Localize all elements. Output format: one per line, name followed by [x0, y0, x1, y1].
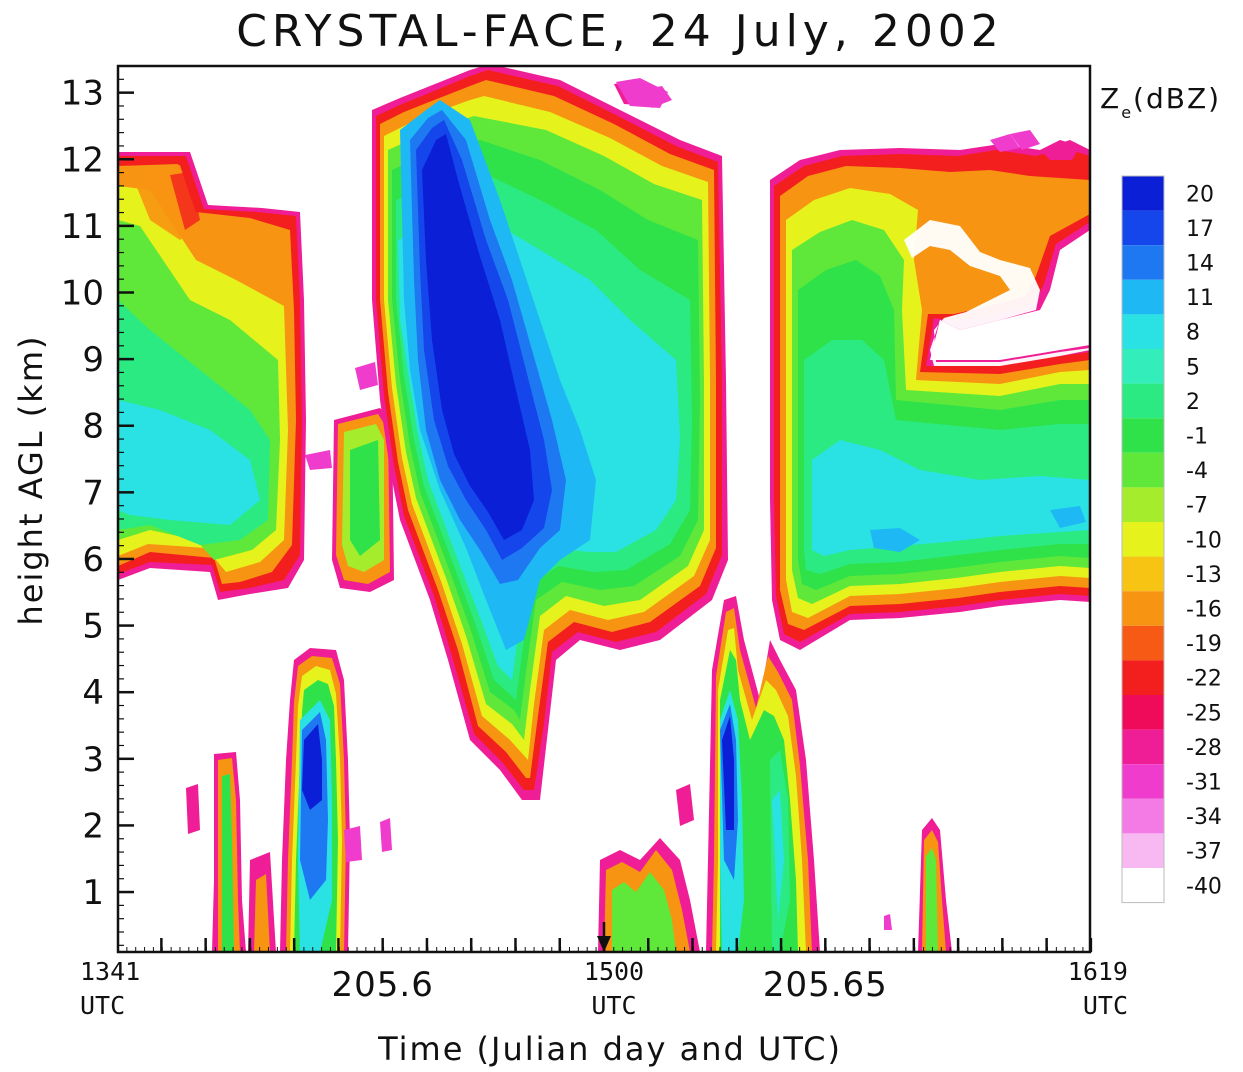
colorbar-level-label: -19: [1186, 632, 1222, 657]
y-tick-label: 12: [61, 140, 104, 180]
x-tick-label-utc: UTC: [80, 991, 125, 1020]
colorbar: Ze(dBZ) 20 17 14 11 8 5 2 -1 -4 -7 -10 -13 -16 -19 -22…: [1100, 82, 1222, 903]
colorbar-swatch: [1122, 176, 1164, 211]
colorbar-level-label: -31: [1186, 771, 1222, 796]
y-tick-label: 7: [82, 473, 104, 513]
chart-title: CRYSTAL-FACE, 24 July, 2002: [236, 6, 1004, 57]
echo-cell-left-anvil: [118, 152, 306, 600]
x-tick-label: 205.65: [763, 965, 888, 1005]
colorbar-swatch: [1122, 799, 1164, 834]
colorbar-title-main: Z: [1100, 82, 1121, 115]
colorbar-level-label: 8: [1186, 321, 1200, 346]
y-tick-label: 11: [61, 207, 104, 247]
y-tick-label: 8: [82, 407, 104, 447]
colorbar-level-label: 20: [1186, 182, 1214, 207]
y-tick-label: 4: [82, 673, 104, 713]
y-tick-label: 3: [82, 740, 104, 780]
y-tick-label: 13: [61, 74, 104, 114]
colorbar-level-label: -4: [1186, 459, 1208, 484]
colorbar-swatch: [1122, 245, 1164, 280]
colorbar-level-label: 14: [1186, 252, 1214, 277]
colorbar-level-label: -37: [1186, 840, 1222, 865]
x-tick-label: 1619: [1068, 957, 1128, 986]
colorbar-title-sub: e: [1121, 103, 1133, 122]
colorbar-swatch: [1122, 695, 1164, 730]
y-tick-label: 1: [82, 873, 104, 913]
x-tick-label: 1500: [584, 957, 644, 986]
colorbar-swatch: [1122, 314, 1164, 349]
colorbar-swatch: [1122, 280, 1164, 315]
echo-cell-right-anvil: [770, 134, 1090, 650]
y-tick-label: 9: [82, 340, 104, 380]
colorbar-level-label: -34: [1186, 805, 1222, 830]
colorbar-swatch: [1122, 868, 1164, 903]
colorbar-swatch: [1122, 384, 1164, 419]
colorbar-swatch: [1122, 349, 1164, 384]
x-tick-label-utc: UTC: [1083, 991, 1128, 1020]
colorbar-swatch: [1122, 487, 1164, 522]
colorbar-level-label: -22: [1186, 667, 1222, 692]
colorbar-level-label: -16: [1186, 598, 1222, 623]
y-tick-label: 5: [82, 607, 104, 647]
colorbar-level-label: 17: [1186, 217, 1214, 242]
colorbar-level-label: -1: [1186, 425, 1208, 450]
y-tick-label: 10: [61, 273, 104, 313]
colorbar-swatch: [1122, 453, 1164, 488]
colorbar-title-unit: (dBZ): [1133, 82, 1221, 115]
colorbar-level-label: -7: [1186, 494, 1208, 519]
colorbar-swatch: [1122, 522, 1164, 557]
colorbar-swatch: [1122, 660, 1164, 695]
plot-area: [118, 64, 1090, 952]
colorbar-level-label: -13: [1186, 563, 1222, 588]
x-axis-label: Time (Julian day and UTC): [377, 1030, 842, 1068]
y-tick-label: 6: [82, 540, 104, 580]
colorbar-level-label: -40: [1186, 874, 1222, 899]
colorbar-swatch: [1122, 626, 1164, 661]
colorbar-level-label: 5: [1186, 355, 1200, 380]
colorbar-swatch: [1122, 730, 1164, 765]
y-axis-label: height AGL (km): [12, 335, 50, 626]
x-tick-label: 1341: [80, 957, 140, 986]
colorbar-swatch: [1122, 557, 1164, 592]
colorbar-swatch: [1122, 833, 1164, 868]
colorbar-level-label: 11: [1186, 286, 1214, 311]
colorbar-swatch: [1122, 591, 1164, 626]
y-tick-label: 2: [82, 806, 104, 846]
colorbar-level-label: 2: [1186, 390, 1200, 415]
colorbar-level-label: -28: [1186, 736, 1222, 761]
colorbar-swatch: [1122, 211, 1164, 246]
colorbar-title: Ze(dBZ): [1100, 82, 1221, 122]
colorbar-level-label: -10: [1186, 528, 1222, 553]
x-tick-label: 205.6: [332, 965, 434, 1005]
colorbar-level-label: -25: [1186, 701, 1222, 726]
colorbar-swatch: [1122, 764, 1164, 799]
x-tick-label-utc: UTC: [591, 991, 636, 1020]
colorbar-swatch: [1122, 418, 1164, 453]
